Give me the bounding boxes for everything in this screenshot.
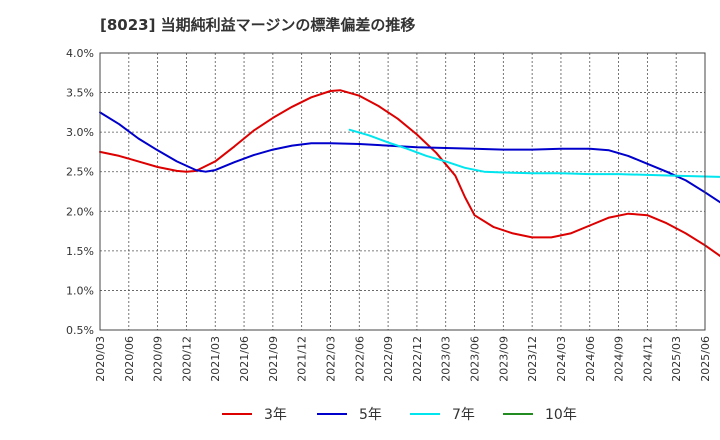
x-tick-label: 2024/03: [555, 336, 568, 382]
x-tick-label: 2022/03: [324, 336, 337, 382]
x-tick-label: 2022/12: [411, 336, 424, 382]
grid-lines: [99, 52, 706, 331]
legend-label: 7年: [452, 407, 475, 423]
x-tick-label: 2023/03: [440, 336, 453, 382]
x-tick-label: 2022/06: [353, 336, 366, 382]
legend-swatch: [317, 413, 347, 415]
legend-swatch: [222, 413, 252, 415]
x-tick-label: 2020/12: [180, 336, 193, 382]
legend-item: 5年: [317, 402, 382, 426]
legend: 3年 5年 7年 10年: [0, 402, 720, 426]
x-tick-label: 2021/03: [209, 336, 222, 382]
chart-title: [8023] 当期純利益マージンの標準偏差の推移: [100, 16, 416, 34]
series-line-3: [348, 128, 720, 178]
series-line-2: [99, 111, 720, 204]
y-tick-label: 2.0%: [66, 205, 94, 218]
y-tick-label: 4.0%: [66, 47, 94, 60]
x-tick-label: 2023/06: [469, 336, 482, 382]
legend-label: 5年: [359, 407, 382, 423]
x-tick-label: 2025/06: [699, 336, 712, 382]
x-tick-label: 2023/09: [497, 336, 510, 382]
x-tick-label: 2022/09: [382, 336, 395, 382]
x-tick-label: 2024/06: [584, 336, 597, 382]
y-tick-label: 2.5%: [66, 166, 94, 179]
y-tick-labels: 0.5% 1.0% 1.5% 2.0% 2.5% 3.0% 3.5% 4.0%: [66, 47, 94, 337]
series-line-1: [99, 89, 720, 258]
legend-item: 10年: [503, 402, 577, 426]
series-lines: [99, 89, 720, 258]
y-tick-label: 3.5%: [66, 87, 94, 100]
legend-swatch: [410, 413, 440, 415]
x-tick-label: 2023/12: [526, 336, 539, 382]
x-tick-label: 2021/12: [296, 336, 309, 382]
x-tick-label: 2020/06: [123, 336, 136, 382]
x-tick-label: 2024/12: [641, 336, 654, 382]
x-tick-label: 2025/03: [670, 336, 683, 382]
x-tick-label: 2020/03: [94, 336, 107, 382]
legend-label: 3年: [264, 407, 287, 423]
y-tick-label: 1.0%: [66, 284, 94, 297]
x-tick-label: 2020/09: [152, 336, 165, 382]
y-tick-label: 1.5%: [66, 245, 94, 258]
x-tick-label: 2024/09: [613, 336, 626, 382]
legend-item: 3年: [222, 402, 287, 426]
y-tick-label: 3.0%: [66, 126, 94, 139]
x-tick-label: 2021/09: [267, 336, 280, 382]
legend-item: 7年: [410, 402, 475, 426]
x-tick-label: 2021/06: [238, 336, 251, 382]
x-tick-labels: 2020/03 2020/06 2020/09 2020/12 2021/03 2021/…: [94, 336, 712, 382]
legend-swatch: [503, 413, 533, 415]
plot-frame: [99, 52, 706, 331]
legend-label: 10年: [545, 407, 577, 423]
y-tick-label: 0.5%: [66, 324, 94, 337]
